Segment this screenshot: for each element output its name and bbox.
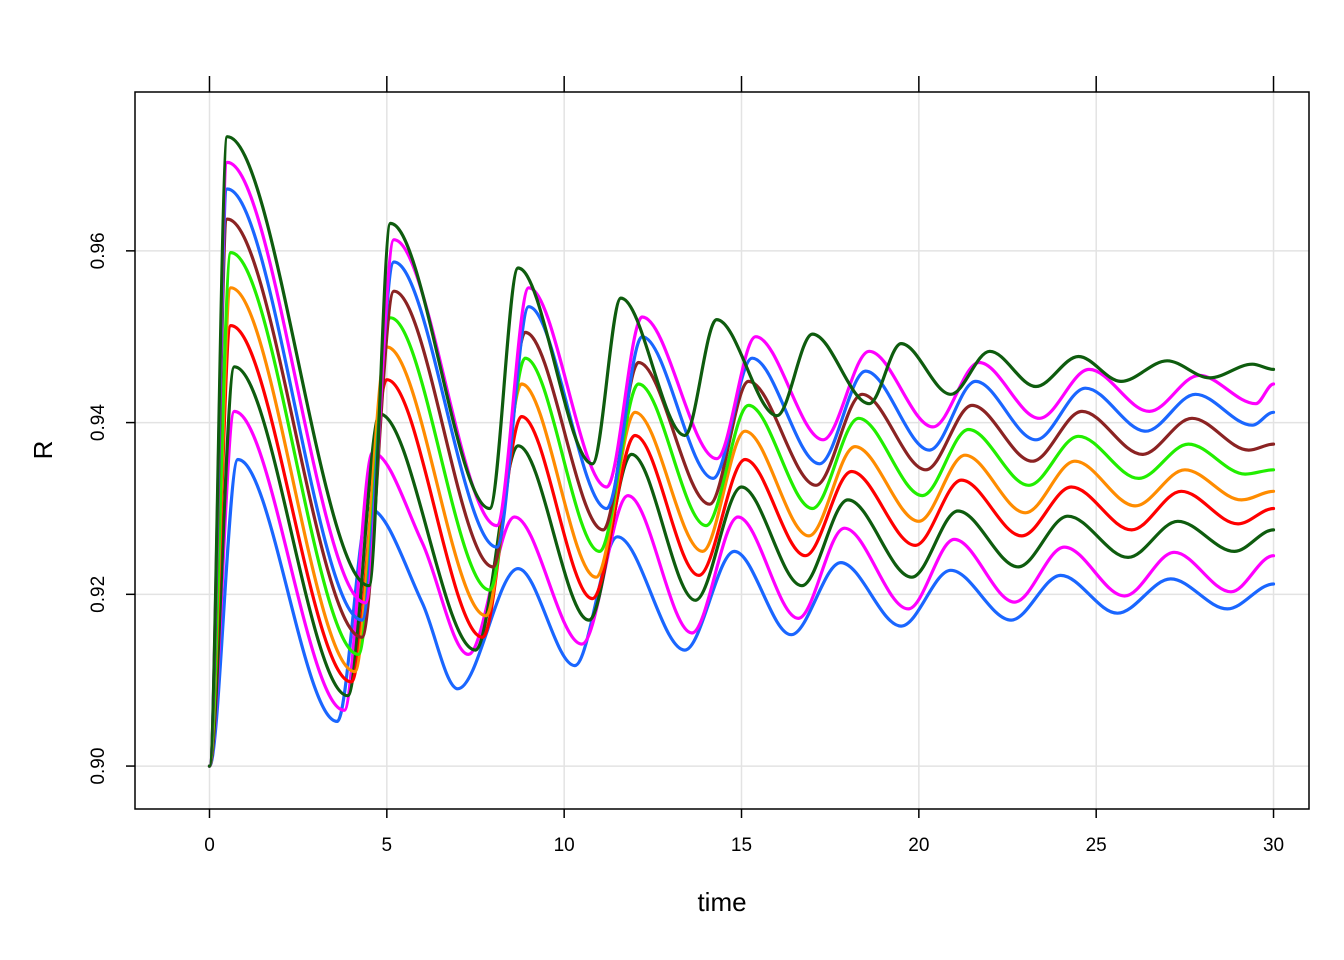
plot-lines: [207, 135, 1276, 768]
x-axis-title: time: [697, 887, 746, 917]
series-line-5: [207, 286, 1276, 768]
x-tick-label: 20: [908, 835, 929, 856]
grid: [135, 92, 1309, 809]
series-line-6: [207, 251, 1276, 768]
x-tick-label: 10: [554, 835, 575, 856]
series-line-1: [207, 457, 1276, 768]
x-tick-label: 25: [1086, 835, 1107, 856]
series-line-7: [207, 217, 1276, 768]
series-line-4: [207, 324, 1276, 768]
y-tick-label: 0.94: [88, 404, 109, 441]
plot-frame: [134, 91, 1310, 810]
series-line-9: [207, 160, 1276, 768]
series-line-8: [207, 187, 1276, 768]
x-tick-label: 5: [382, 835, 393, 856]
series-line-3: [207, 365, 1276, 768]
x-tick-label: 15: [731, 835, 752, 856]
y-tick-label: 0.96: [88, 232, 109, 269]
y-axis-title: R: [28, 441, 58, 460]
y-tick-label: 0.92: [88, 576, 109, 613]
x-tick-label: 0: [204, 835, 215, 856]
axes: 0 5 10 15 20 25 30 0.90 0.92 0.94 0.96: [88, 76, 1284, 856]
x-tick-label: 30: [1263, 835, 1284, 856]
series-line-10: [207, 135, 1276, 768]
y-tick-label: 0.90: [88, 748, 109, 785]
